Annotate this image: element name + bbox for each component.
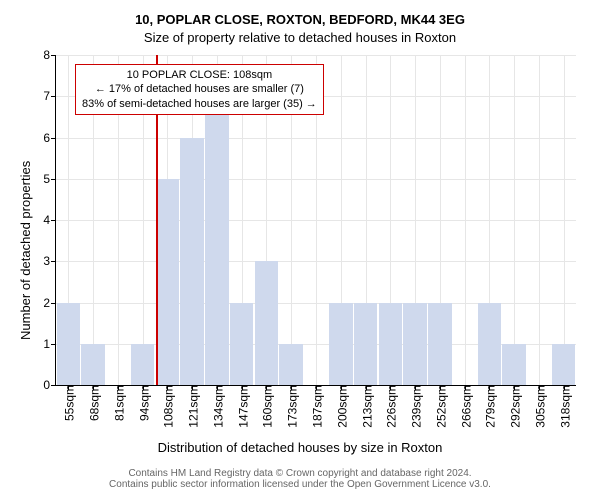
bar: [230, 303, 254, 386]
gridline-v: [539, 55, 540, 385]
bar: [156, 179, 180, 385]
chart-container: 10, POPLAR CLOSE, ROXTON, BEDFORD, MK44 …: [0, 0, 600, 500]
x-tick-label: 121sqm: [187, 385, 201, 428]
y-tick-label: 3: [43, 254, 56, 268]
x-tick-label: 213sqm: [360, 385, 374, 428]
callout-box: 10 POPLAR CLOSE: 108sqm ← 17% of detache…: [75, 64, 324, 115]
x-tick-label: 318sqm: [558, 385, 572, 428]
bar: [502, 344, 526, 385]
bar: [552, 344, 576, 385]
x-tick-label: 68sqm: [88, 385, 102, 421]
attribution: Contains HM Land Registry data © Crown c…: [0, 468, 600, 490]
bar: [131, 344, 155, 385]
x-tick-label: 134sqm: [211, 385, 225, 428]
y-tick-label: 7: [43, 89, 56, 103]
bar: [379, 303, 403, 386]
attribution-line-1: Contains HM Land Registry data © Crown c…: [0, 468, 600, 479]
x-tick-label: 160sqm: [261, 385, 275, 428]
x-tick-label: 279sqm: [484, 385, 498, 428]
callout-line-2: ← 17% of detached houses are smaller (7): [82, 82, 317, 96]
x-tick-label: 147sqm: [236, 385, 250, 428]
x-tick-label: 252sqm: [434, 385, 448, 428]
bar: [205, 96, 229, 385]
y-tick-label: 8: [43, 48, 56, 62]
x-tick-label: 292sqm: [508, 385, 522, 428]
x-tick-label: 305sqm: [533, 385, 547, 428]
chart-title: 10, POPLAR CLOSE, ROXTON, BEDFORD, MK44 …: [0, 12, 600, 27]
chart-subtitle: Size of property relative to detached ho…: [0, 30, 600, 45]
bar: [255, 261, 279, 385]
x-tick-label: 55sqm: [63, 385, 77, 421]
bar: [354, 303, 378, 386]
x-tick-label: 200sqm: [335, 385, 349, 428]
bar: [279, 344, 303, 385]
bar: [81, 344, 105, 385]
y-tick-label: 4: [43, 213, 56, 227]
y-tick-label: 2: [43, 296, 56, 310]
x-tick-label: 81sqm: [112, 385, 126, 421]
gridline-v: [564, 55, 565, 385]
y-axis-label: Number of detached properties: [18, 161, 33, 340]
x-tick-label: 173sqm: [286, 385, 300, 428]
x-tick-label: 187sqm: [310, 385, 324, 428]
x-tick-label: 108sqm: [162, 385, 176, 428]
x-tick-label: 266sqm: [459, 385, 473, 428]
y-tick-label: 6: [43, 131, 56, 145]
attribution-line-2: Contains public sector information licen…: [0, 479, 600, 490]
x-tick-label: 239sqm: [409, 385, 423, 428]
bar: [57, 303, 81, 386]
bar: [329, 303, 353, 386]
x-tick-label: 94sqm: [137, 385, 151, 421]
bar: [478, 303, 502, 386]
x-tick-label: 226sqm: [385, 385, 399, 428]
gridline-v: [465, 55, 466, 385]
y-tick-label: 5: [43, 172, 56, 186]
bar: [428, 303, 452, 386]
y-tick-label: 1: [43, 337, 56, 351]
x-axis-label: Distribution of detached houses by size …: [0, 440, 600, 455]
callout-line-3: 83% of semi-detached houses are larger (…: [82, 97, 317, 111]
gridline-v: [514, 55, 515, 385]
y-tick-label: 0: [43, 378, 56, 392]
callout-line-1: 10 POPLAR CLOSE: 108sqm: [82, 68, 317, 82]
bar: [403, 303, 427, 386]
bar: [180, 138, 204, 386]
